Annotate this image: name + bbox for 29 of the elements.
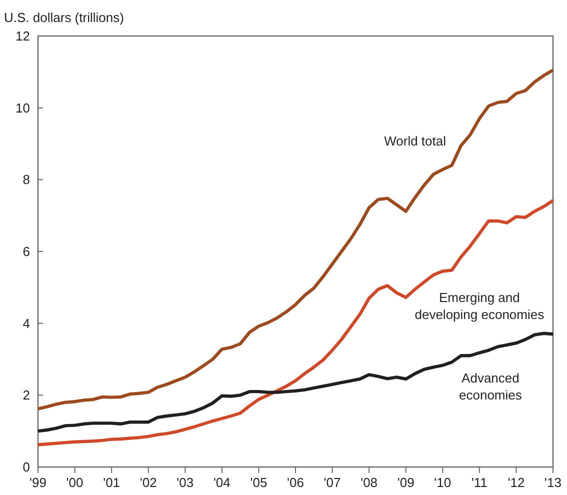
series-label: Emerging and developing economies: [414, 290, 545, 322]
x-tick-label: '04: [213, 475, 230, 490]
x-tick-label: '00: [66, 475, 84, 490]
x-tick-label: '13: [544, 475, 562, 490]
y-axis-title: U.S. dollars (trillions): [4, 10, 124, 25]
y-tick-label: 0: [22, 460, 30, 475]
x-tick-label: '08: [360, 475, 378, 490]
y-tick-label: 6: [22, 244, 30, 260]
y-tick-label: 4: [22, 316, 30, 331]
x-tick-label: '11: [471, 475, 488, 490]
x-tick-label: '10: [434, 475, 452, 490]
x-tick-label: '99: [30, 475, 46, 490]
x-tick-label: '05: [250, 475, 268, 490]
x-tick-label: '07: [324, 475, 341, 490]
y-tick-label: 2: [22, 388, 30, 403]
line-series: [36, 198, 555, 446]
y-tick-label: 8: [22, 172, 30, 188]
line-series: [36, 332, 555, 433]
y-tick-label: 12: [16, 28, 30, 44]
y-tick-label: 10: [16, 100, 30, 116]
x-tick-label: '01: [103, 475, 120, 490]
series-label: Advanced economies: [459, 370, 522, 403]
x-tick-label: '06: [287, 475, 304, 490]
line-series: [36, 68, 555, 410]
x-tick-label: '09: [397, 475, 414, 490]
x-tick-label: '02: [140, 475, 157, 490]
x-tick-label: '12: [508, 475, 525, 490]
x-tick-label: '03: [176, 475, 194, 490]
series-label: World total: [384, 134, 446, 149]
